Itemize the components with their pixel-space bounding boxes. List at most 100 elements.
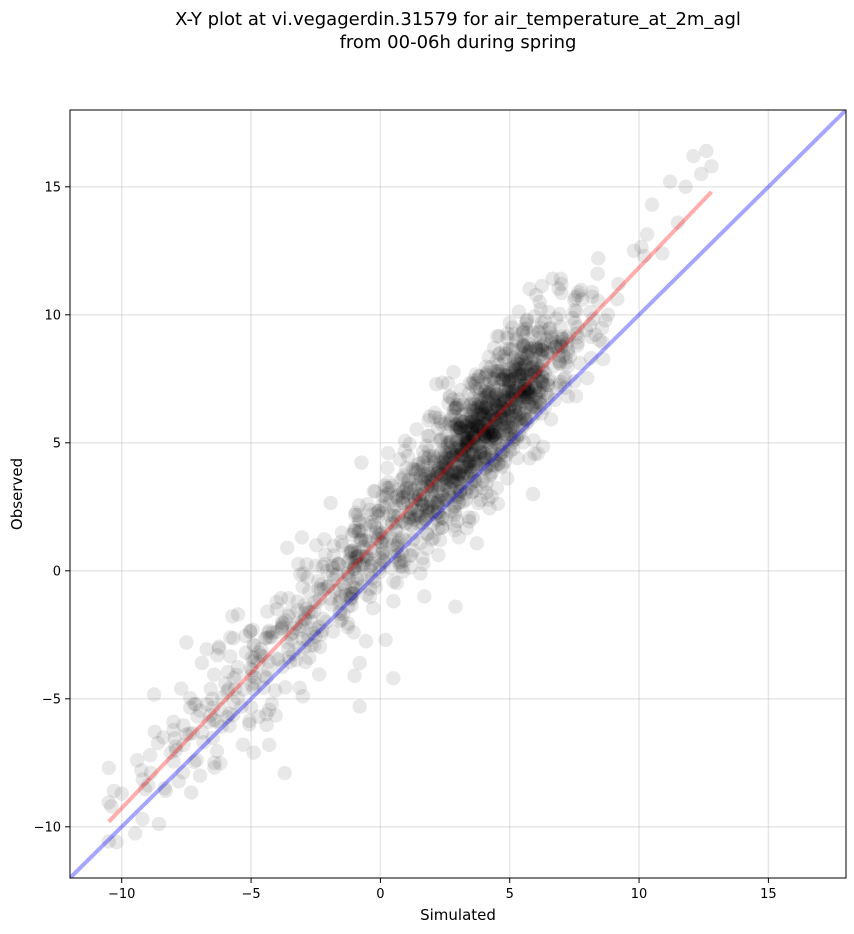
data-point: [476, 408, 492, 423]
data-point: [281, 591, 296, 606]
data-point: [467, 430, 483, 445]
data-point: [509, 413, 525, 429]
data-point: [513, 350, 529, 366]
data-point: [494, 445, 509, 460]
data-point: [465, 430, 480, 445]
data-point: [522, 367, 537, 383]
data-point: [446, 408, 462, 424]
data-point: [430, 505, 445, 520]
data-point: [171, 774, 186, 789]
data-point: [447, 522, 463, 538]
data-point: [205, 691, 220, 706]
data-point: [335, 538, 350, 553]
data-point: [517, 412, 532, 427]
data-point: [482, 373, 497, 389]
data-point: [529, 343, 544, 358]
data-point: [476, 426, 491, 442]
data-point: [450, 456, 465, 472]
data-point: [506, 433, 521, 448]
data-point: [512, 406, 527, 421]
data-point: [466, 430, 481, 445]
data-point: [300, 632, 316, 648]
x-tick-label: 15: [760, 887, 777, 902]
data-point: [518, 384, 534, 399]
data-point: [483, 359, 499, 375]
data-point: [142, 747, 158, 763]
data-point: [459, 466, 474, 481]
data-point: [536, 343, 551, 359]
data-point: [520, 386, 536, 402]
data-point: [403, 506, 418, 521]
data-point: [264, 629, 279, 645]
data-point: [519, 321, 534, 336]
data-point: [566, 292, 582, 308]
data-point: [544, 325, 559, 341]
data-point: [388, 522, 403, 537]
data-point: [469, 473, 484, 488]
data-point: [475, 444, 490, 459]
data-point: [455, 418, 470, 433]
data-point: [412, 509, 428, 524]
data-point: [452, 494, 467, 510]
data-point: [411, 491, 427, 507]
data-point: [420, 450, 436, 466]
data-point: [417, 512, 433, 527]
data-point: [550, 342, 565, 357]
data-point: [298, 654, 313, 670]
data-point: [459, 481, 474, 497]
data-point: [639, 227, 655, 242]
lines: [70, 110, 846, 878]
data-point: [479, 477, 494, 492]
y-tick-label: 0: [53, 564, 61, 579]
data-point: [354, 531, 369, 546]
data-point: [453, 420, 468, 435]
data-point: [424, 478, 439, 493]
data-point: [473, 407, 489, 422]
data-point: [464, 484, 480, 499]
data-point: [533, 383, 549, 399]
data-point: [460, 449, 476, 465]
data-point: [590, 266, 605, 282]
data-point: [416, 497, 431, 512]
data-point: [490, 329, 505, 344]
data-point: [386, 501, 401, 516]
data-point: [478, 390, 493, 406]
data-point: [318, 547, 333, 562]
data-point: [294, 530, 310, 545]
data-point: [507, 400, 523, 415]
chart-title-block: X-Y plot at vi.vegagerdin.31579 for air_…: [70, 8, 846, 54]
data-point: [399, 461, 414, 476]
data-point: [515, 394, 531, 409]
data-point: [438, 512, 454, 527]
data-point: [533, 397, 548, 412]
data-point: [292, 640, 307, 656]
data-point: [135, 772, 151, 787]
data-point: [507, 400, 523, 415]
data-point: [449, 416, 464, 432]
data-point: [538, 385, 554, 401]
data-point: [510, 353, 526, 369]
data-point: [448, 504, 463, 520]
data-point: [419, 500, 435, 516]
data-point: [256, 668, 272, 683]
data-point: [520, 389, 535, 405]
data-point: [296, 566, 311, 581]
data-point: [363, 581, 378, 596]
data-point: [460, 430, 476, 445]
data-point: [377, 478, 392, 493]
data-point: [275, 659, 290, 675]
data-point: [414, 474, 429, 489]
data-point: [527, 381, 543, 396]
data-point: [379, 533, 394, 548]
data-point: [527, 395, 543, 410]
data-point: [562, 349, 578, 364]
data-point: [484, 401, 499, 416]
data-point: [450, 471, 466, 486]
data-point: [291, 556, 306, 572]
data-point: [428, 464, 443, 479]
data-point: [471, 407, 486, 422]
data-point: [456, 427, 471, 443]
data-point: [447, 418, 462, 433]
data-point: [453, 464, 468, 479]
data-point: [453, 424, 469, 440]
